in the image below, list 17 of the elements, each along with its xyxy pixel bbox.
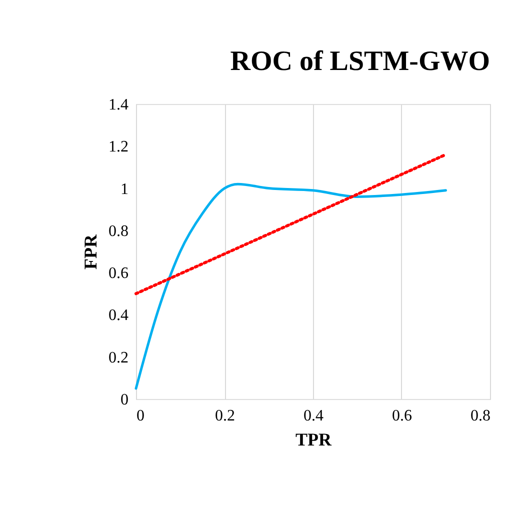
y-tick-label: 0.2 [108, 349, 128, 366]
y-tick-label: 0.6 [108, 265, 128, 282]
x-tick-label: 0.8 [470, 408, 490, 424]
chart-title: ROC of LSTM-GWO [230, 46, 490, 77]
x-tick-label: 0.2 [215, 408, 235, 424]
y-tick-label: 0.4 [108, 307, 128, 324]
x-tick-label: 0.6 [392, 408, 412, 424]
y-axis-title: FPR [80, 234, 100, 270]
y-tick-label: 1 [120, 180, 128, 198]
y-tick-label: 1.2 [108, 138, 128, 156]
x-tick-label: 0.4 [304, 408, 324, 424]
y-tick-label: 0.8 [108, 222, 128, 240]
y-tick-label: 0 [120, 392, 128, 408]
y-tick-label: 1.4 [108, 96, 128, 114]
x-axis-title: TPR [296, 430, 332, 450]
line-series [134, 182, 447, 390]
x-tick-label: 0 [136, 408, 144, 424]
